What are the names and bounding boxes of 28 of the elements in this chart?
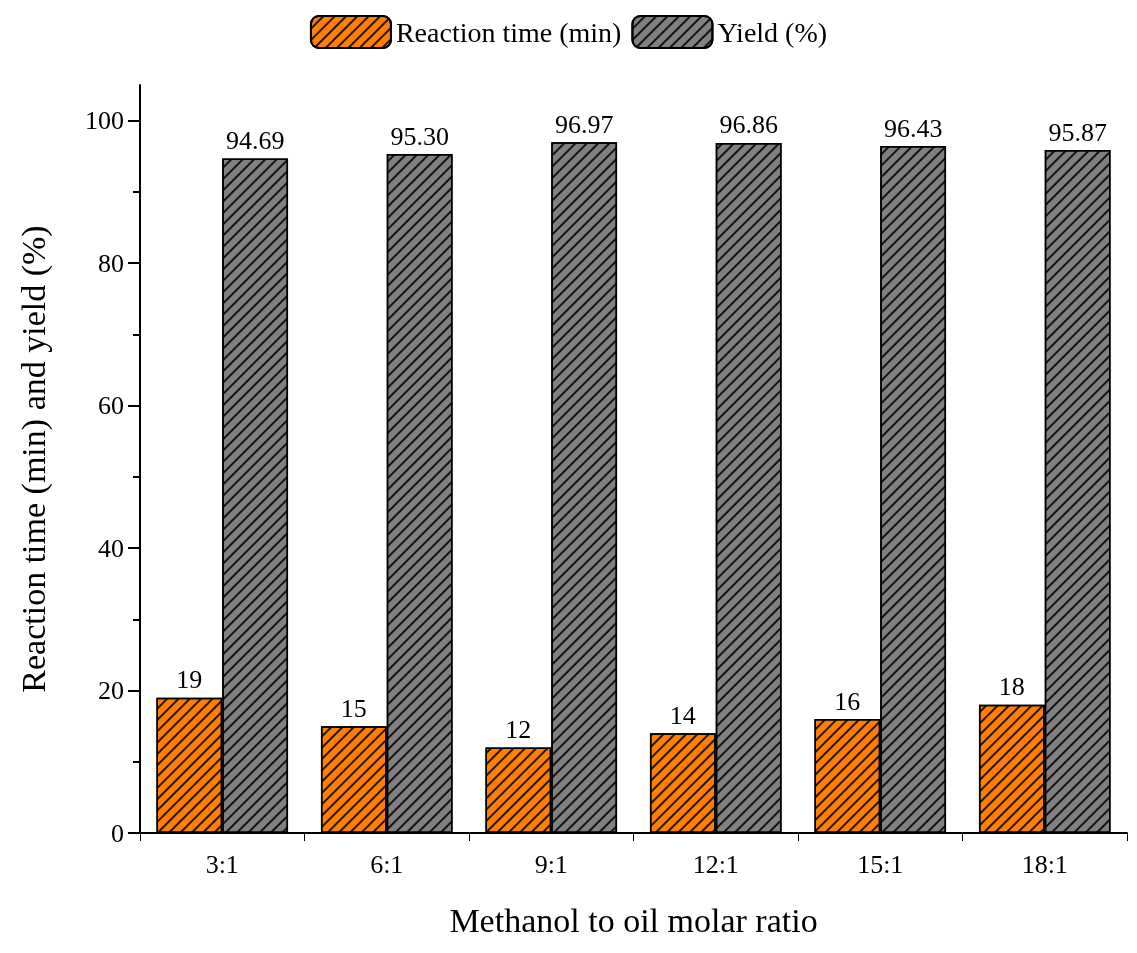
data-label: 96.97 [554, 109, 614, 139]
y-tick-label: 80 [98, 248, 124, 278]
data-label: 14 [669, 700, 696, 730]
y-tick-label: 40 [98, 533, 124, 563]
x-tick-label: 3:1 [205, 849, 239, 879]
data-label: 95.30 [390, 121, 449, 151]
y-tick-label: 20 [98, 676, 124, 706]
legend-label: Yield (%) [717, 16, 828, 48]
data-label: 16 [834, 686, 861, 716]
data-label: 12 [505, 715, 532, 745]
legend-label: Reaction time (min) [395, 16, 622, 48]
data-label: 96.43 [883, 113, 943, 143]
data-label: 96.86 [719, 110, 778, 140]
data-label: 15 [340, 693, 367, 723]
y-tick-label: 60 [98, 391, 124, 421]
data-label: 18 [998, 672, 1025, 702]
data-label: 94.69 [225, 125, 285, 155]
y-tick-label: 0 [111, 818, 124, 848]
data-label: 19 [176, 665, 203, 695]
x-tick-label: 18:1 [1021, 849, 1068, 879]
data-label: 95.87 [1048, 117, 1107, 147]
x-tick-label: 9:1 [534, 849, 568, 879]
x-tick-label: 6:1 [370, 849, 404, 879]
y-tick-label: 100 [85, 106, 124, 136]
x-tick-label: 15:1 [857, 849, 904, 879]
y-axis-title: Reaction time (min) and yield (%) [14, 225, 53, 693]
x-tick-label: 12:1 [692, 849, 739, 879]
x-axis-title: Methanol to oil molar ratio [449, 901, 818, 939]
